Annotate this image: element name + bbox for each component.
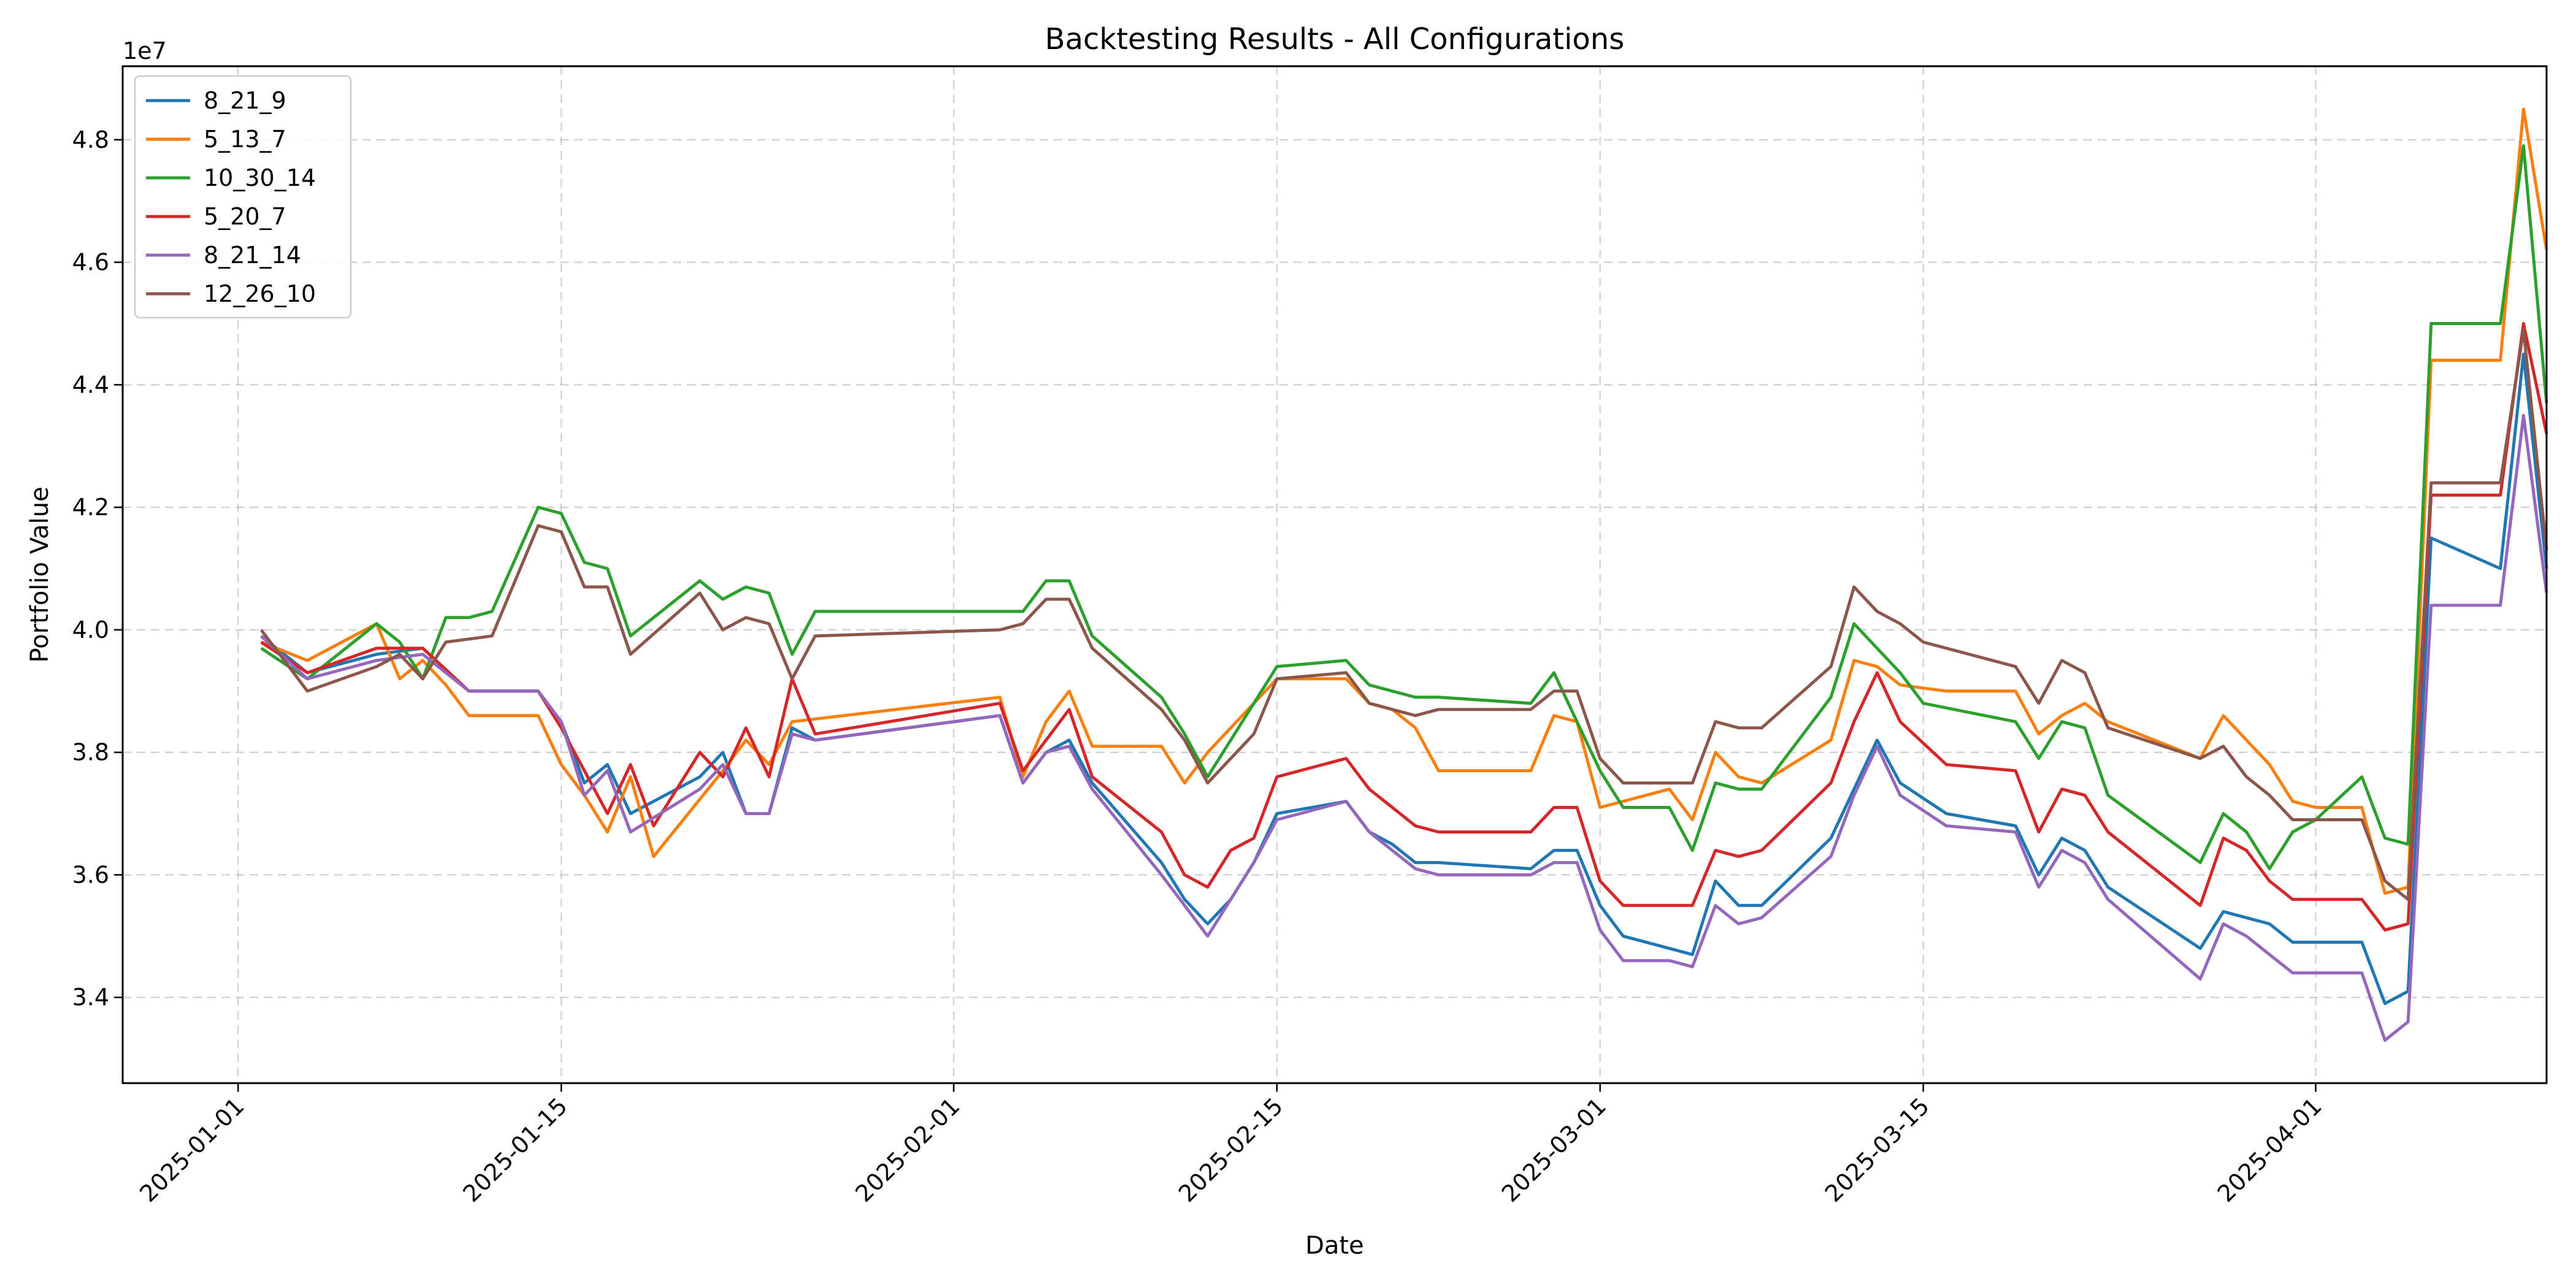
plot-frame (121, 65, 2548, 1084)
series-line-5_20_7 (260, 322, 2548, 932)
legend-label: 10_30_14 (204, 164, 316, 191)
grid-lines (123, 66, 2547, 1083)
series-line-8_21_9 (260, 352, 2548, 1005)
legend-label: 5_20_7 (204, 203, 286, 230)
legend-label: 8_21_9 (204, 87, 286, 114)
series-line-10_30_14 (260, 144, 2548, 870)
legend-label: 8_21_14 (204, 242, 301, 269)
y-tick-label: 4.2 (72, 494, 109, 521)
series-line-12_26_10 (259, 328, 2548, 901)
y-tick-label: 4.4 (72, 371, 109, 398)
series-lines (259, 107, 2548, 1042)
legend-label: 5_13_7 (204, 126, 286, 153)
y-tick-label: 3.8 (72, 739, 109, 766)
y-tick-label: 4.6 (72, 249, 109, 276)
legend-label: 12_26_10 (204, 280, 316, 307)
y-tick-label: 4.0 (72, 616, 109, 643)
y-axis-ticks: 3.4 3.6 3.8 4.0 4.2 4.4 4.6 4.8 (72, 126, 123, 1011)
series-line-8_21_14 (260, 413, 2548, 1042)
y-offset-label: 1e7 (123, 37, 167, 64)
y-axis-label: Portfolio Value (26, 486, 54, 662)
y-tick-label: 4.8 (72, 126, 109, 153)
x-axis-label: Date (1305, 1232, 1364, 1260)
legend: 8_21_9 5_13_7 10_30_14 5_20_7 8_21_14 12_26_1… (134, 75, 352, 319)
legend-frame (134, 75, 352, 319)
y-tick-label: 3.4 (72, 984, 109, 1011)
y-tick-label: 3.6 (72, 861, 109, 888)
chart-title: Backtesting Results - All Configurations (1045, 22, 1625, 56)
